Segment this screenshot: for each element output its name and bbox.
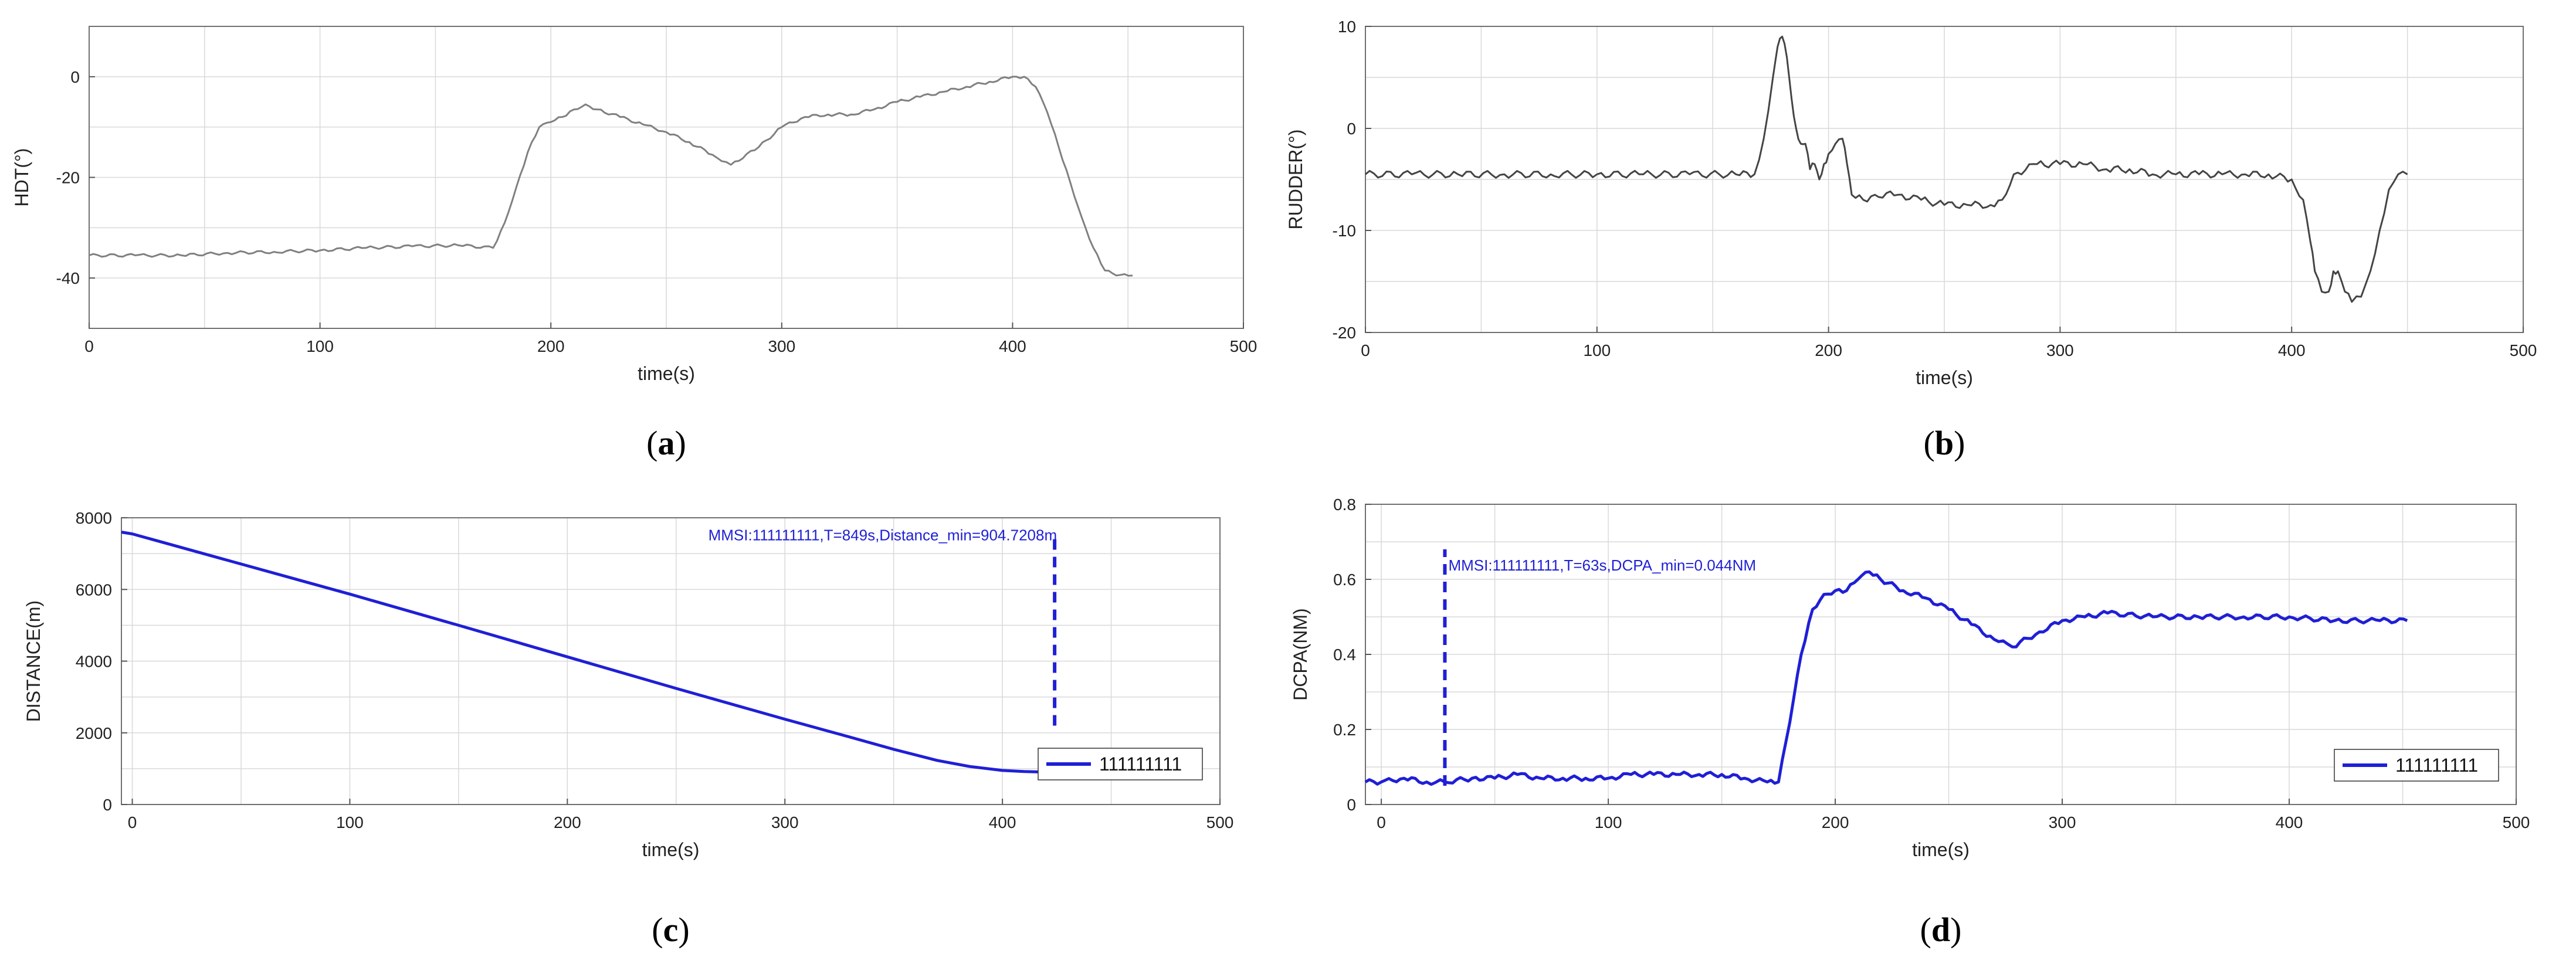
y-tick-label: 4000 [76,653,112,671]
legend-label: 111111111 [2395,755,2478,776]
y-axis-label: DISTANCE(m) [23,600,44,722]
annotation-text: MMSI:111111111,T=63s,DCPA_min=0.044NM [1448,556,1756,574]
x-tick-label: 400 [999,337,1026,355]
y-axis-label: HDT(°) [11,148,32,207]
x-axis-label: time(s) [1912,839,1970,860]
y-tick-label: 0 [1347,796,1356,814]
x-tick-label: 100 [336,813,364,831]
x-tick-label: 400 [989,813,1016,831]
series-line-c [121,531,1055,774]
y-tick-label: 2000 [76,724,112,742]
legend: 111111111 [2334,749,2499,782]
panel-label-letter: c [663,911,679,949]
panel-label-close: ) [675,424,686,462]
y-tick-label: 6000 [76,581,112,599]
panel-label-letter: a [658,424,675,462]
y-tick-label: 0.4 [1333,646,1356,664]
x-tick-label: 0 [1361,341,1370,359]
panel-label-close: ) [1950,911,1961,949]
x-tick-label: 500 [1230,337,1258,355]
y-tick-label: -40 [56,269,80,287]
x-tick-label: 400 [2278,341,2306,359]
panel-label-open: ( [1920,911,1931,949]
legend-label: 111111111 [1099,753,1182,775]
y-tick-label: 0.6 [1333,571,1356,589]
legend: 111111111 [1038,748,1203,780]
x-tick-label: 300 [2046,341,2074,359]
x-axis-label: time(s) [638,363,695,384]
y-tick-label: 10 [1338,18,1356,36]
x-tick-label: 300 [771,813,799,831]
chart-a: 0 100 200 300 400 500 0 -20 -40 time(s) HDT(°) (a) [11,26,1257,462]
x-axis-label: time(s) [1916,367,1973,388]
panel-label-letter: b [1935,424,1954,462]
y-axis-label: RUDDER(°) [1285,130,1306,230]
x-tick-label: 200 [537,337,565,355]
x-tick-label: 500 [1206,813,1234,831]
x-tick-label: 0 [1377,813,1386,831]
x-tick-label: 400 [2276,813,2303,831]
y-tick-label: 0.2 [1333,721,1356,739]
panel-label-open: ( [1924,424,1935,462]
y-tick-label: 0 [103,796,112,814]
panel-label-close: ) [678,911,689,949]
x-tick-label: 300 [2049,813,2076,831]
x-tick-label: 500 [2510,341,2537,359]
panel-label-close: ) [1954,424,1965,462]
y-tick-label: -20 [56,169,80,187]
x-tick-label: 200 [1822,813,1849,831]
annotation-text: MMSI:111111111,T=849s,Distance_min=904.7… [709,527,1057,544]
panel-label: (a) [646,424,686,462]
x-tick-label: 200 [554,813,581,831]
panel-label-open: ( [646,424,657,462]
panel-label: (c) [652,911,689,949]
y-tick-label: 8000 [76,509,112,527]
x-tick-label: 0 [84,337,94,355]
y-tick-label: 0 [70,68,80,86]
chart-c: 0 100 200 300 400 500 8000 6000 4000 2000 0 time(s)… [23,509,1233,949]
x-axis-label: time(s) [642,839,700,860]
x-tick-label: 200 [1815,341,1842,359]
y-axis-label: DCPA(NM) [1290,608,1311,701]
series-line-d [1364,570,2408,786]
y-tick-label: -10 [1333,222,1356,240]
x-tick-label: 100 [1583,341,1611,359]
x-tick-label: 0 [128,813,137,831]
plot-frame [1365,26,2524,333]
panel-label: (b) [1924,424,1965,462]
panel-label: (d) [1920,911,1962,949]
series-line-a [89,76,1133,277]
x-tick-label: 500 [2503,813,2530,831]
chart-d: 0 100 200 300 400 500 0.8 0.6 0.4 0.2 0 time(s) DCPA… [1290,495,2530,949]
panel-label-open: ( [652,911,663,949]
series-line-b [1365,35,2408,303]
x-tick-label: 100 [1595,813,1622,831]
y-tick-label: 0.8 [1333,495,1356,514]
panel-label-letter: d [1931,911,1950,949]
y-tick-label: -20 [1333,324,1356,342]
x-tick-label: 300 [768,337,795,355]
x-tick-label: 100 [306,337,334,355]
chart-b: 0 100 200 300 400 500100-10-20time(s)RUDDER(°… [1285,18,2537,462]
y-tick-label: 0 [1347,120,1356,138]
